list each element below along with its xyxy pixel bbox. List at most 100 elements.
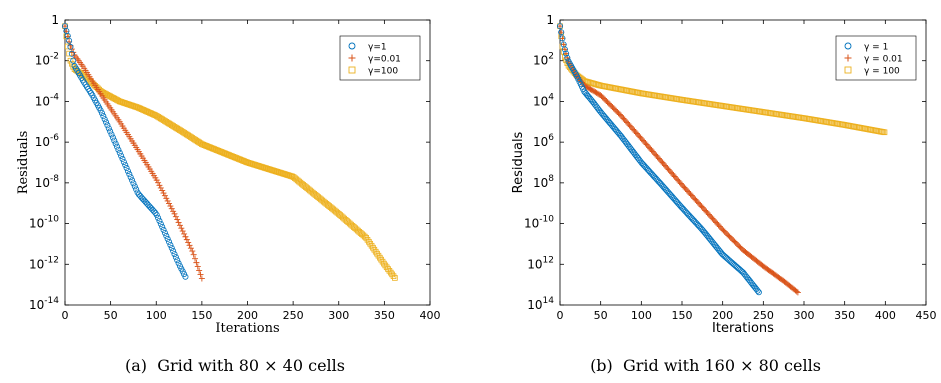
data-point-circle — [105, 125, 112, 132]
data-point-plus — [174, 216, 181, 223]
y-tick-label: 102 — [533, 52, 554, 68]
data-point-square — [67, 57, 74, 64]
x-tick-label: 250 — [753, 309, 774, 322]
caption-a-text: Grid with 80 × 40 cells — [157, 356, 345, 375]
data-point-circle — [138, 194, 145, 201]
data-point-circle — [174, 257, 181, 264]
data-point-circle — [133, 186, 140, 193]
data-point-plus — [155, 179, 162, 186]
legend-label: γ = 1 — [864, 43, 888, 53]
data-point-circle — [166, 238, 173, 245]
x-tick-label: 100 — [146, 309, 167, 322]
x-tick-label: 300 — [794, 309, 815, 322]
x-tick-label: 400 — [420, 309, 441, 322]
data-point-circle — [131, 183, 138, 190]
data-point-circle — [150, 208, 157, 215]
data-point-plus — [172, 213, 179, 220]
data-point-circle — [68, 50, 75, 57]
legend-marker-circle — [844, 42, 852, 50]
data-point-plus — [159, 187, 166, 194]
y-tick-label: 1 — [546, 13, 554, 27]
caption-b: (b) Grid with 160 × 80 cells — [470, 356, 941, 375]
data-point-plus — [186, 242, 193, 249]
data-point-plus — [161, 192, 168, 199]
x-tick-label: 0 — [62, 309, 69, 322]
data-point-circle — [164, 235, 171, 242]
data-point-circle — [104, 122, 111, 129]
data-point-circle — [175, 260, 182, 267]
x-tick-label: 100 — [631, 309, 652, 322]
x-tick-label: 200 — [712, 309, 733, 322]
data-point-plus — [193, 259, 200, 266]
data-point-circle — [161, 229, 168, 236]
data-point-circle — [145, 202, 152, 209]
x-tick-label: 350 — [374, 309, 395, 322]
y-tick-label: 10-10 — [29, 215, 59, 231]
data-point-plus — [168, 205, 175, 212]
caption-b-text: Grid with 160 × 80 cells — [622, 356, 821, 375]
legend-label: γ = 0.01 — [864, 55, 903, 65]
data-point-circle — [67, 43, 74, 50]
data-point-plus — [197, 271, 204, 278]
data-point-plus — [66, 38, 73, 45]
x-axis-label: Iterations — [215, 321, 279, 336]
data-point-circle — [558, 29, 565, 36]
data-point-circle — [172, 254, 179, 261]
data-point-plus — [794, 289, 801, 296]
data-point-circle — [98, 110, 105, 117]
data-point-circle — [160, 226, 167, 233]
data-point-circle — [167, 241, 174, 248]
series-square-group — [62, 23, 398, 281]
legend-marker-square — [844, 66, 852, 74]
y-tick-label: 10-10 — [524, 215, 554, 231]
data-point-circle — [120, 158, 127, 165]
data-point-plus — [182, 233, 189, 240]
x-tick-label: 150 — [191, 309, 212, 322]
data-point-circle — [127, 174, 134, 181]
data-point-plus — [198, 275, 205, 282]
caption-b-label: (b) — [590, 356, 613, 375]
legend-marker-square — [348, 66, 356, 74]
data-point-circle — [559, 35, 566, 42]
series-circle-group — [557, 23, 762, 296]
data-point-circle — [107, 128, 114, 135]
y-axis-label: Residuals — [16, 131, 31, 195]
legend-label: γ=100 — [368, 67, 398, 77]
data-point-circle — [182, 273, 189, 280]
x-tick-label: 250 — [283, 309, 304, 322]
x-tick-label: 150 — [672, 309, 693, 322]
y-axis-label: Residuals — [511, 131, 526, 193]
data-point-plus — [558, 29, 565, 36]
y-tick-label: 10-12 — [29, 255, 59, 271]
data-point-circle — [137, 193, 144, 200]
caption-a-label: (a) — [125, 356, 148, 375]
data-point-plus — [171, 210, 178, 217]
data-point-plus — [170, 208, 177, 215]
data-point-plus — [187, 245, 194, 252]
x-tick-label: 350 — [834, 309, 855, 322]
y-tick-label: 10-2 — [35, 52, 59, 68]
data-point-square — [881, 129, 888, 136]
data-point-circle — [754, 287, 761, 294]
legend-marker-plus — [844, 54, 852, 62]
data-point-circle — [146, 203, 153, 210]
data-point-circle — [142, 199, 149, 206]
data-point-plus — [167, 203, 174, 210]
data-point-circle — [144, 200, 151, 207]
data-point-plus — [179, 228, 186, 235]
data-point-circle — [163, 232, 170, 239]
data-point-circle — [155, 214, 162, 221]
data-point-plus — [196, 267, 203, 274]
data-point-plus — [181, 230, 188, 237]
x-tick-label: 450 — [916, 309, 937, 322]
data-point-circle — [124, 168, 131, 175]
data-point-circle — [109, 134, 116, 141]
y-tick-label: 10-6 — [35, 133, 60, 149]
data-point-plus — [560, 41, 567, 48]
chart-b: 0 50 100 150 200 250 300 350 400 450 1 102 104 106 108… — [511, 13, 937, 336]
y-tick-label: 10-8 — [35, 174, 60, 190]
data-point-plus — [557, 23, 563, 30]
data-point-plus — [559, 35, 566, 42]
x-axis-label: Iterations — [712, 321, 774, 336]
x-tick-label: 50 — [594, 309, 608, 322]
